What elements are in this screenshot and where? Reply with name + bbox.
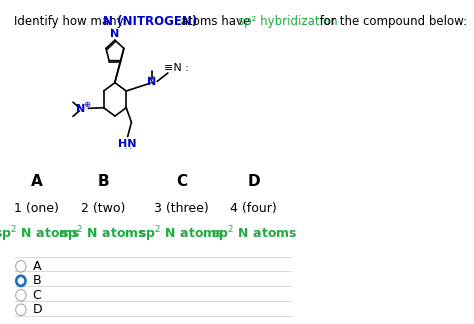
Text: N: N — [76, 104, 86, 114]
Text: HN: HN — [118, 139, 137, 149]
Text: sp² hybridization: sp² hybridization — [238, 15, 337, 28]
Text: · ·: · · — [110, 25, 118, 34]
Text: D: D — [247, 174, 260, 189]
Text: ⊕: ⊕ — [83, 100, 90, 109]
Circle shape — [18, 278, 24, 284]
Text: 1 (one): 1 (one) — [14, 202, 59, 215]
Text: sp$^2$ N atoms: sp$^2$ N atoms — [210, 225, 297, 244]
Text: B: B — [32, 274, 41, 287]
Circle shape — [16, 275, 26, 287]
Text: for the compound below:: for the compound below: — [316, 15, 467, 28]
Text: D: D — [32, 303, 42, 316]
Text: N (NITROGEN): N (NITROGEN) — [103, 15, 197, 28]
Text: sp$^2$ N atoms: sp$^2$ N atoms — [138, 225, 225, 244]
Text: C: C — [176, 174, 187, 189]
Text: 4 (four): 4 (four) — [230, 202, 277, 215]
Text: sp$^2$ N atoms: sp$^2$ N atoms — [0, 225, 80, 244]
Text: B: B — [98, 174, 109, 189]
Text: N: N — [110, 29, 119, 39]
Text: N: N — [147, 77, 156, 87]
Text: A: A — [32, 260, 41, 273]
Text: C: C — [32, 289, 41, 302]
Text: atoms have: atoms have — [177, 15, 254, 28]
Text: · ·: · · — [148, 74, 155, 80]
Text: 3 (three): 3 (three) — [154, 202, 209, 215]
Text: Identify how many: Identify how many — [14, 15, 127, 28]
Text: 2 (two): 2 (two) — [81, 202, 126, 215]
Text: sp$^2$ N atoms: sp$^2$ N atoms — [60, 225, 146, 244]
Text: ≡N :: ≡N : — [164, 63, 189, 73]
Text: · ·: · · — [125, 146, 132, 152]
Text: A: A — [31, 174, 43, 189]
